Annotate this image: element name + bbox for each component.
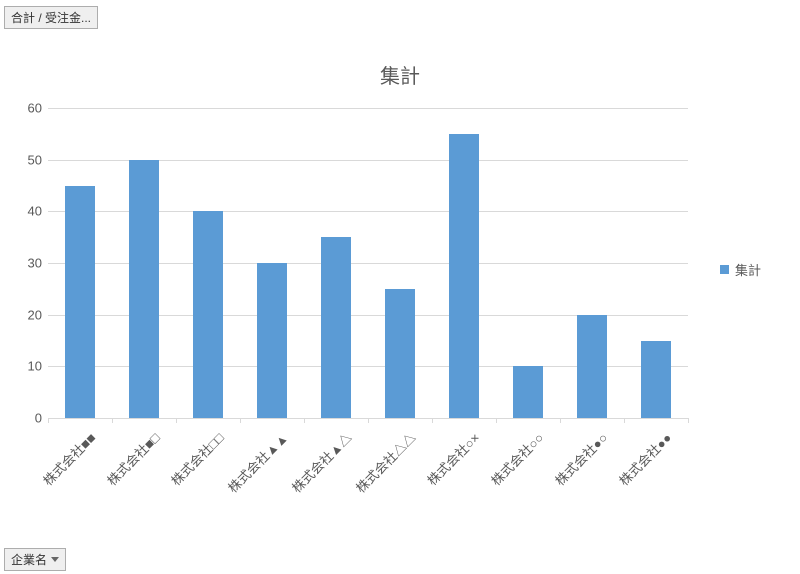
- x-tick: [240, 418, 241, 423]
- x-tick: [368, 418, 369, 423]
- legend: 集計: [720, 260, 761, 279]
- x-tick: [688, 418, 689, 423]
- bar: [65, 186, 96, 419]
- bar: [449, 134, 480, 418]
- bars-group: [48, 108, 688, 418]
- axis-field-button[interactable]: 企業名: [4, 548, 66, 571]
- bar: [513, 366, 544, 418]
- value-field-button[interactable]: 合計 / 受注金...: [4, 6, 98, 29]
- bar: [321, 237, 352, 418]
- chart-container: 合計 / 受注金... 集計 0102030405060 株式会社■■株式会社■…: [0, 0, 800, 574]
- bar: [257, 263, 288, 418]
- y-tick-label: 60: [8, 101, 42, 116]
- bar: [129, 160, 160, 418]
- bar: [577, 315, 608, 418]
- x-tick: [176, 418, 177, 423]
- y-tick-label: 20: [8, 307, 42, 322]
- dropdown-icon: [51, 557, 59, 562]
- chart-title: 集計: [0, 60, 800, 89]
- bar: [641, 341, 672, 419]
- x-tick: [624, 418, 625, 423]
- y-tick-label: 30: [8, 256, 42, 271]
- axis-field-label: 企業名: [11, 551, 47, 568]
- y-tick-label: 10: [8, 359, 42, 374]
- x-tick: [304, 418, 305, 423]
- x-tick: [496, 418, 497, 423]
- x-tick: [432, 418, 433, 423]
- bar: [193, 211, 224, 418]
- y-tick-label: 50: [8, 152, 42, 167]
- x-tick: [560, 418, 561, 423]
- x-tick: [48, 418, 49, 423]
- y-tick-label: 0: [8, 411, 42, 426]
- value-field-label: 合計 / 受注金...: [11, 9, 91, 26]
- x-tick: [112, 418, 113, 423]
- bar: [385, 289, 416, 418]
- plot-area: 0102030405060 株式会社■■株式会社■□株式会社□□株式会社▲▲株式…: [48, 108, 688, 418]
- legend-label: 集計: [735, 260, 761, 279]
- legend-color-box: [720, 265, 729, 274]
- y-tick-label: 40: [8, 204, 42, 219]
